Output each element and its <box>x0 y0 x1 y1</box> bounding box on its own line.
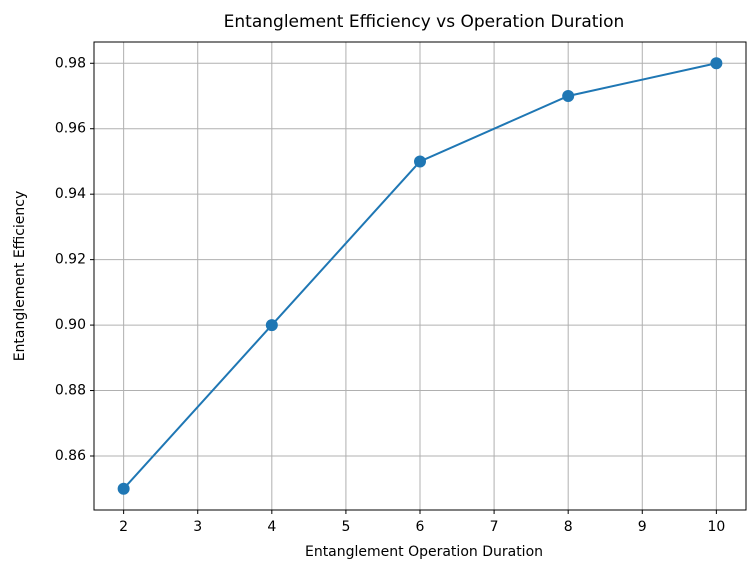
y-tick-label: 0.92 <box>55 252 86 268</box>
point <box>710 57 723 70</box>
point <box>265 319 278 332</box>
x-tick-label: 4 <box>267 519 276 535</box>
x-tick-label: 2 <box>119 519 128 535</box>
y-tick-label: 0.86 <box>55 448 86 464</box>
point <box>414 155 426 168</box>
x-tick-label: 9 <box>638 519 647 535</box>
x-tick-label: 8 <box>564 519 573 535</box>
y-tick-label: 0.94 <box>55 186 86 202</box>
x-tick-label: 6 <box>416 519 425 535</box>
x-tick-label: 10 <box>707 519 725 535</box>
y-axis-label: Entanglement Efficiency <box>12 191 28 362</box>
x-axis-label: Entanglement Operation Duration <box>305 544 543 560</box>
chart-title: Entanglement Efficiency vs Operation Dur… <box>224 12 625 32</box>
y-tick-label: 0.98 <box>55 55 86 71</box>
point <box>562 90 575 102</box>
x-tick-label: 7 <box>490 519 499 535</box>
y-tick-label: 0.88 <box>55 383 86 399</box>
x-tick-label: 3 <box>193 519 202 535</box>
point <box>117 482 130 495</box>
y-tick-label: 0.90 <box>55 317 86 333</box>
y-tick-label: 0.96 <box>55 121 86 137</box>
plot-frame <box>93 41 747 511</box>
x-tick-label: 5 <box>341 519 350 535</box>
